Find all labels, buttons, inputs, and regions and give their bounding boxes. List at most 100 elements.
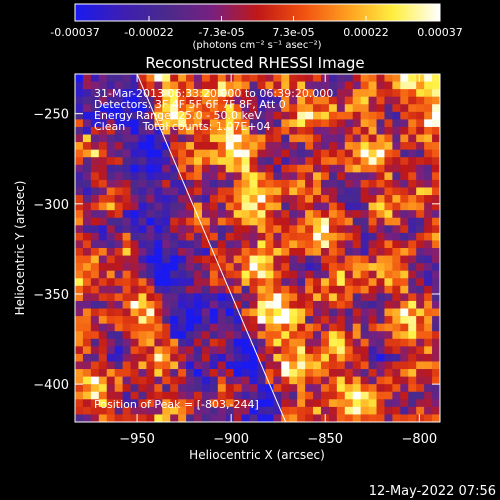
colorbar-cell: [375, 4, 377, 21]
heatmap-cell: [328, 316, 338, 325]
heatmap-cell: [297, 278, 306, 287]
heatmap-cell: [313, 285, 322, 294]
heatmap-cell: [186, 232, 195, 242]
heatmap-cell: [90, 285, 100, 294]
heatmap-cell: [305, 134, 314, 143]
heatmap-cell: [209, 202, 219, 211]
heatmap-cell: [241, 232, 251, 242]
heatmap-cell: [297, 202, 306, 211]
colorbar-cell: [139, 4, 141, 21]
colorbar-cell: [214, 4, 216, 21]
heatmap-cell: [233, 104, 243, 113]
heatmap-cell: [82, 217, 92, 226]
heatmap-cell: [98, 399, 108, 408]
heatmap-cell: [265, 225, 274, 234]
colorbar-cell: [407, 4, 409, 21]
heatmap-cell: [217, 104, 227, 113]
heatmap-cell: [138, 89, 148, 98]
heatmap-cell: [178, 187, 187, 196]
heatmap-cell: [289, 293, 298, 302]
heatmap-cell: [162, 157, 171, 166]
heatmap-cell: [233, 157, 243, 166]
heatmap-cell: [320, 164, 330, 173]
heatmap-cell: [336, 187, 346, 196]
heatmap-cell: [360, 104, 370, 113]
heatmap-cell: [320, 248, 330, 257]
heatmap-cell: [320, 399, 330, 408]
heatmap-cell: [313, 338, 322, 347]
heatmap-cell: [281, 331, 290, 340]
heatmap-cell: [114, 195, 124, 204]
heatmap-cell: [368, 119, 378, 128]
colorbar-cell: [267, 4, 269, 21]
heatmap-cell: [154, 278, 163, 287]
heatmap-cell: [281, 74, 290, 83]
heatmap-cell: [75, 285, 84, 294]
heatmap-cell: [336, 240, 346, 249]
colorbar-cell: [198, 4, 200, 21]
heatmap-cell: [82, 308, 92, 317]
heatmap-cell: [416, 225, 425, 234]
heatmap-cell: [106, 111, 116, 120]
heatmap-cell: [392, 104, 401, 113]
colorbar-cell: [247, 4, 249, 21]
heatmap-cell: [106, 126, 116, 136]
heatmap-cell: [313, 323, 322, 332]
heatmap-cell: [130, 217, 140, 226]
colorbar-cell: [342, 4, 344, 21]
heatmap-cell: [368, 278, 378, 287]
heatmap-cell: [384, 179, 393, 189]
heatmap-cell: [408, 391, 417, 400]
heatmap-cell: [225, 157, 235, 166]
heatmap-cell: [368, 164, 378, 173]
colorbar-cell: [131, 4, 133, 21]
colorbar-cell: [289, 4, 291, 21]
colorbar-cell: [254, 4, 256, 21]
heatmap-cell: [98, 376, 108, 385]
heatmap-cell: [313, 225, 322, 234]
heatmap-cell: [194, 346, 203, 355]
heatmap-cell: [209, 126, 219, 136]
heatmap-cell: [289, 414, 298, 422]
heatmap-cell: [186, 96, 195, 105]
heatmap-cell: [130, 142, 140, 151]
heatmap-cell: [170, 361, 179, 370]
heatmap-cell: [90, 179, 100, 189]
heatmap-cell: [265, 361, 274, 370]
colorbar-cell: [97, 4, 99, 21]
heatmap-cell: [82, 353, 92, 363]
heatmap-cell: [75, 179, 84, 189]
heatmap-cell: [201, 316, 211, 325]
heatmap-cell: [194, 414, 203, 422]
heatmap-cell: [209, 232, 219, 242]
heatmap-cell: [75, 240, 84, 249]
heatmap-cell: [320, 369, 330, 378]
colorbar-cell: [260, 4, 262, 21]
heatmap-cell: [424, 210, 433, 219]
heatmap-cell: [106, 414, 116, 422]
heatmap-cell: [336, 399, 346, 408]
heatmap-cell: [194, 353, 203, 363]
heatmap-cell: [186, 179, 195, 189]
heatmap-cell: [114, 384, 124, 393]
heatmap-cell: [122, 134, 132, 143]
heatmap-cell: [376, 142, 386, 151]
heatmap-cell: [75, 300, 84, 310]
heatmap-cell: [257, 346, 267, 355]
heatmap-cell: [106, 300, 116, 310]
heatmap-cell: [432, 316, 440, 325]
heatmap-cell: [384, 119, 393, 128]
heatmap-cell: [408, 346, 417, 355]
heatmap-cell: [408, 195, 417, 204]
heatmap-cell: [392, 119, 401, 128]
heatmap-cell: [90, 331, 100, 340]
heatmap-cell: [432, 195, 440, 204]
heatmap-cell: [122, 111, 132, 120]
heatmap-cell: [297, 89, 306, 98]
heatmap-cell: [241, 149, 251, 158]
heatmap-cell: [209, 104, 219, 113]
heatmap-cell: [130, 361, 140, 370]
heatmap-cell: [273, 285, 282, 294]
heatmap-cell: [320, 285, 330, 294]
heatmap-cell: [368, 293, 378, 302]
